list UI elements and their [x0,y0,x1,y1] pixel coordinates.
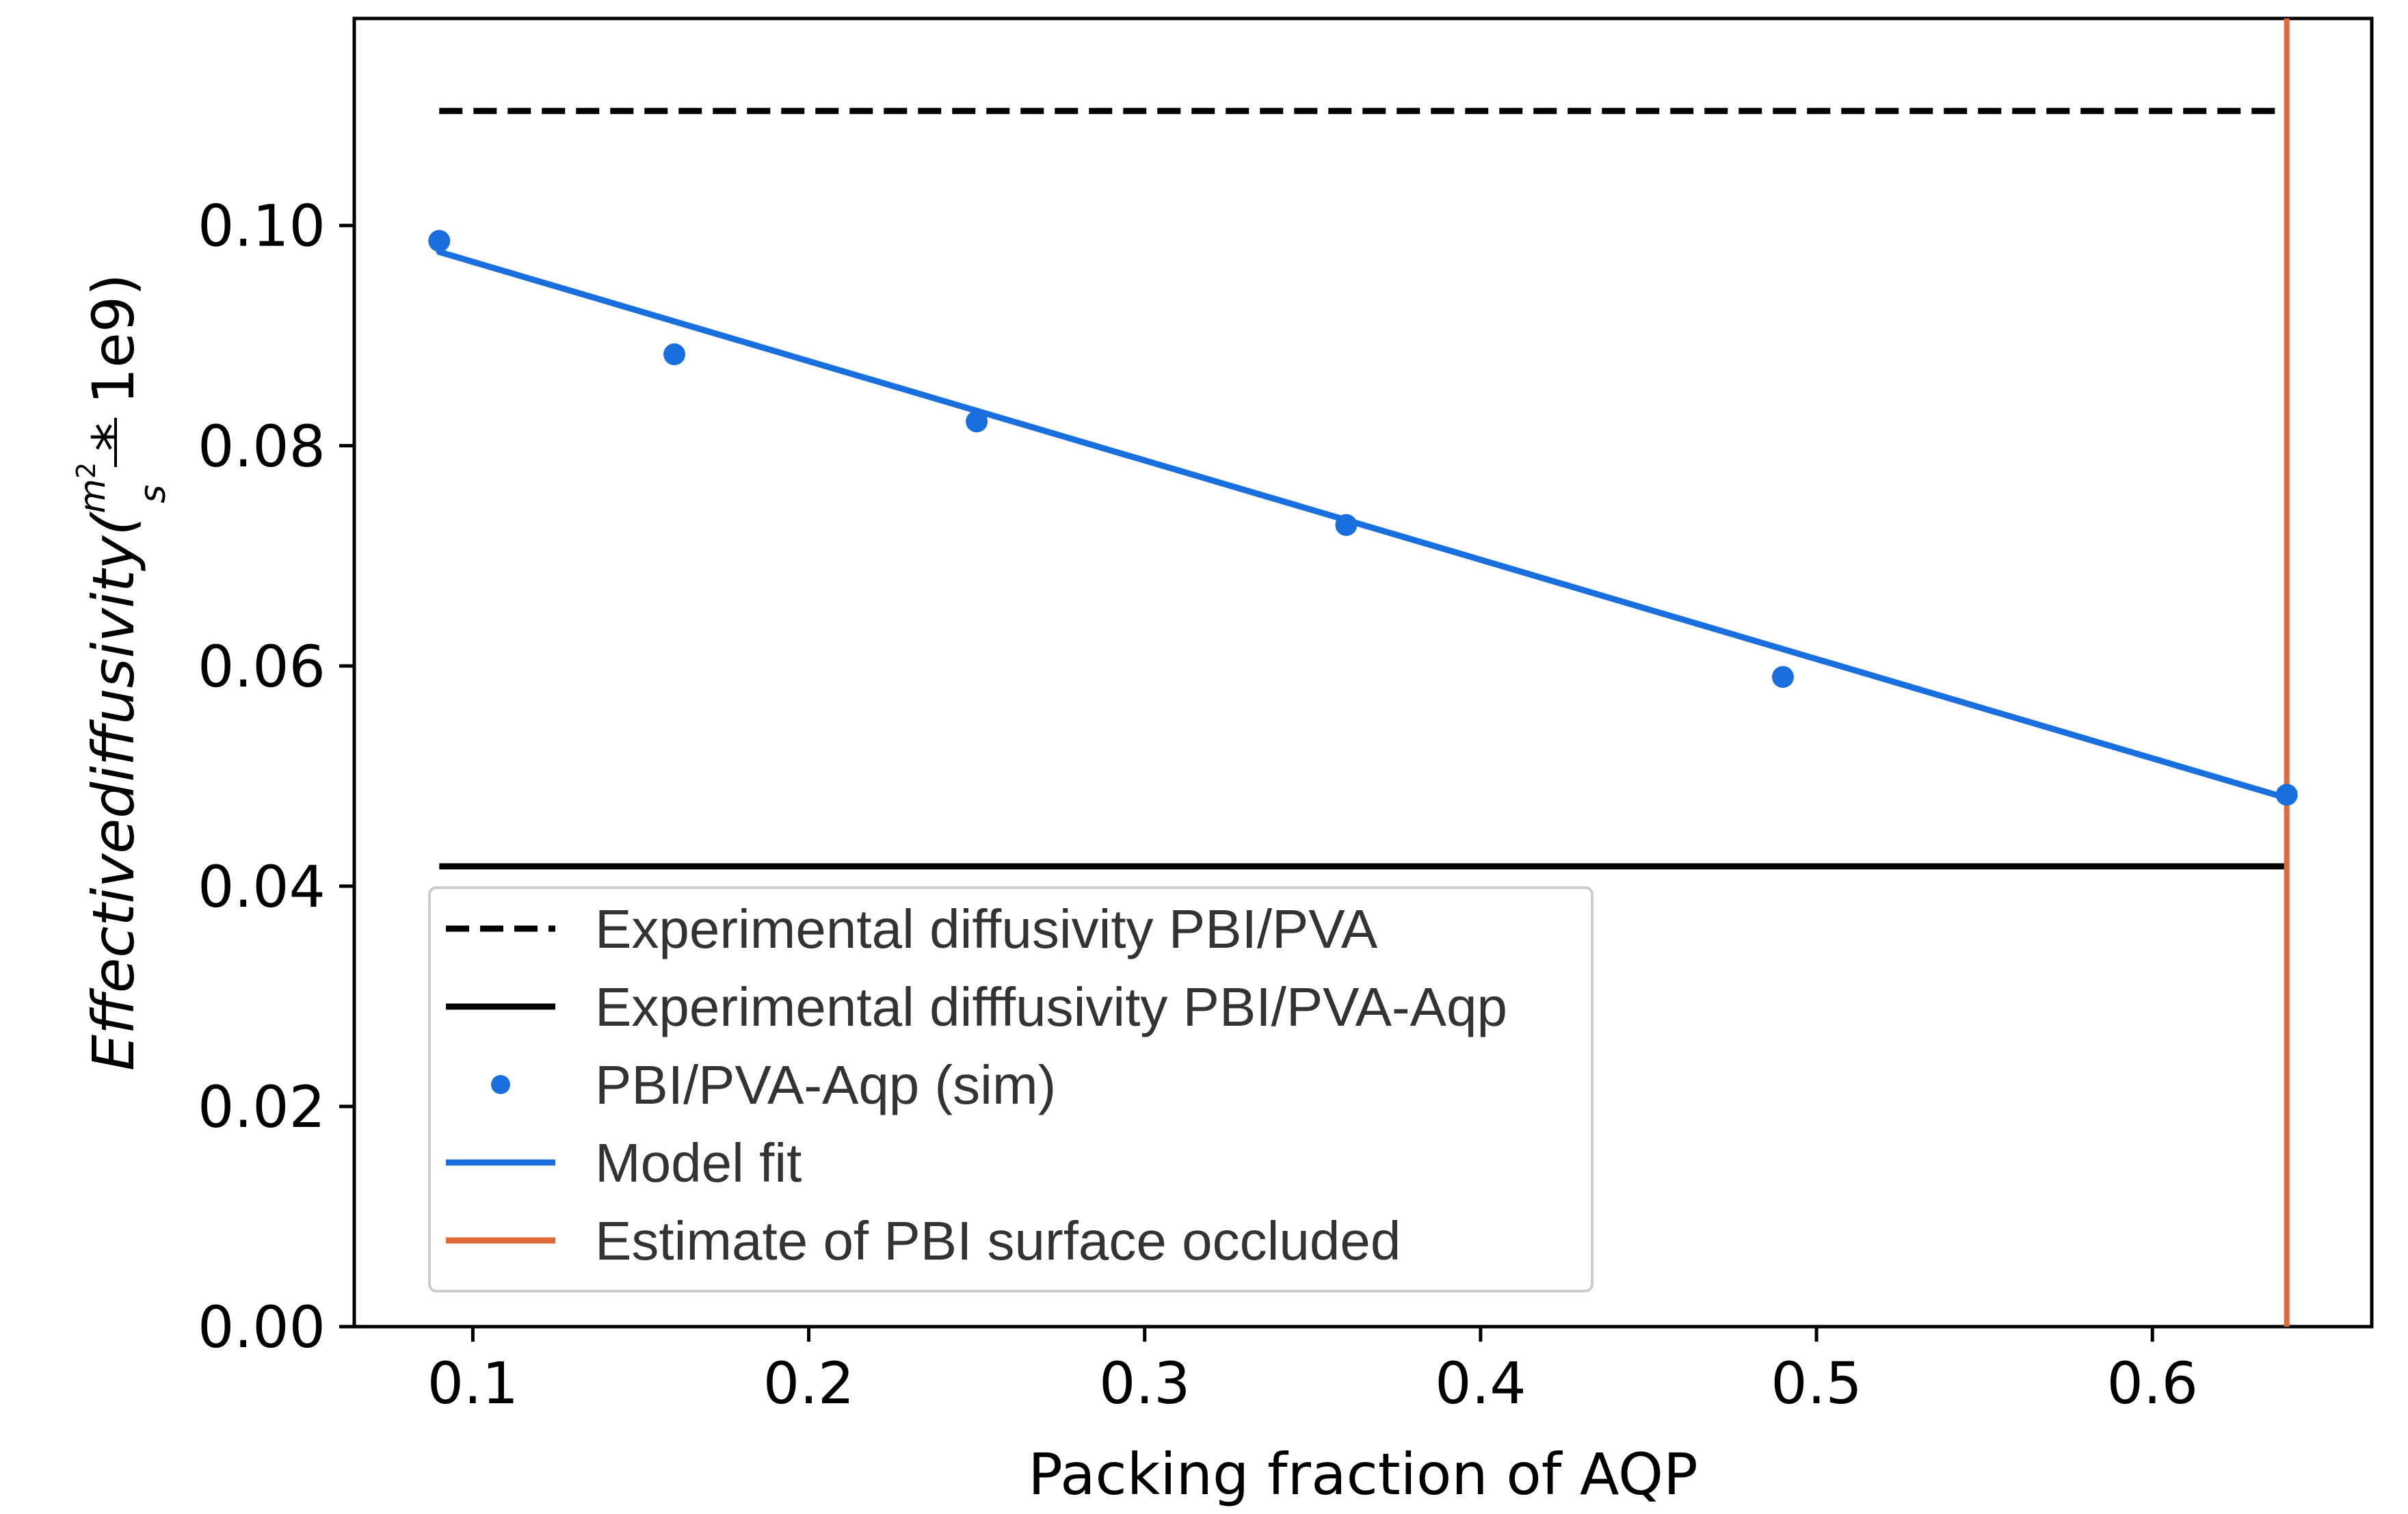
y-tick-label: 0.06 [198,633,326,700]
x-tick-label: 0.6 [2106,1350,2198,1417]
x-axis-title: Packing fraction of AQP [1028,1441,1698,1508]
sim-data-point [428,230,451,252]
y-tick-label: 0.04 [198,853,326,920]
y-tick-label: 0.10 [198,193,326,260]
legend-label: Experimental difffusivity PBI/PVA-Aqp [595,977,1507,1037]
x-tick-label: 0.5 [1771,1350,1862,1417]
legend-label: Experimental diffusivity PBI/PVA [595,899,1378,959]
y-tick-label: 0.02 [198,1074,326,1141]
sim-data-point [1335,514,1358,536]
svg-text:Effectivediffusivity(m2s * 1e9: Effectivediffusivity(m2 s * 1e9) [71,274,174,1071]
x-tick-label: 0.4 [1435,1350,1526,1417]
y-axis-title-main: Effectivediffusivity( [80,511,147,1071]
legend-label: Model fit [595,1132,802,1193]
sim-data-point [663,343,686,366]
sim-data-point [1771,665,1794,688]
x-tick-label: 0.2 [763,1350,855,1417]
axis-ticks: 0.1 0.2 0.3 0.4 0.5 0.6 0.00 0.02 0.04 0.06 0.08 0.… [198,193,2198,1417]
legend-label: Estimate of PBI surface occluded [595,1210,1401,1271]
y-axis-title-tail: * 1e9) [80,274,147,470]
sim-data-point [966,410,988,433]
legend-label: PBI/PVA-Aqp (sim) [595,1054,1056,1115]
legend-box [428,886,1593,1292]
y-axis-title: Effectivediffusivity(m2 s * 1e9) [71,274,174,1071]
y-axis-title-frac-num: m [72,479,114,514]
legend-handle-2 [491,1075,510,1094]
x-tick-label: 0.1 [427,1350,519,1417]
legend: Experimental diffusivity PBI/PVA Experime… [428,886,1593,1292]
y-tick-label: 0.00 [198,1294,326,1361]
chart-marks [428,18,2298,1327]
sim-data-point [2275,784,2298,806]
y-axis-title-frac-den: s [133,485,174,503]
y-tick-label: 0.08 [198,413,326,480]
y-axis-title-frac-sup: 2 [71,462,101,479]
x-tick-label: 0.3 [1099,1350,1191,1417]
model-fit-line [436,248,2290,801]
plot-area [352,16,2374,1329]
